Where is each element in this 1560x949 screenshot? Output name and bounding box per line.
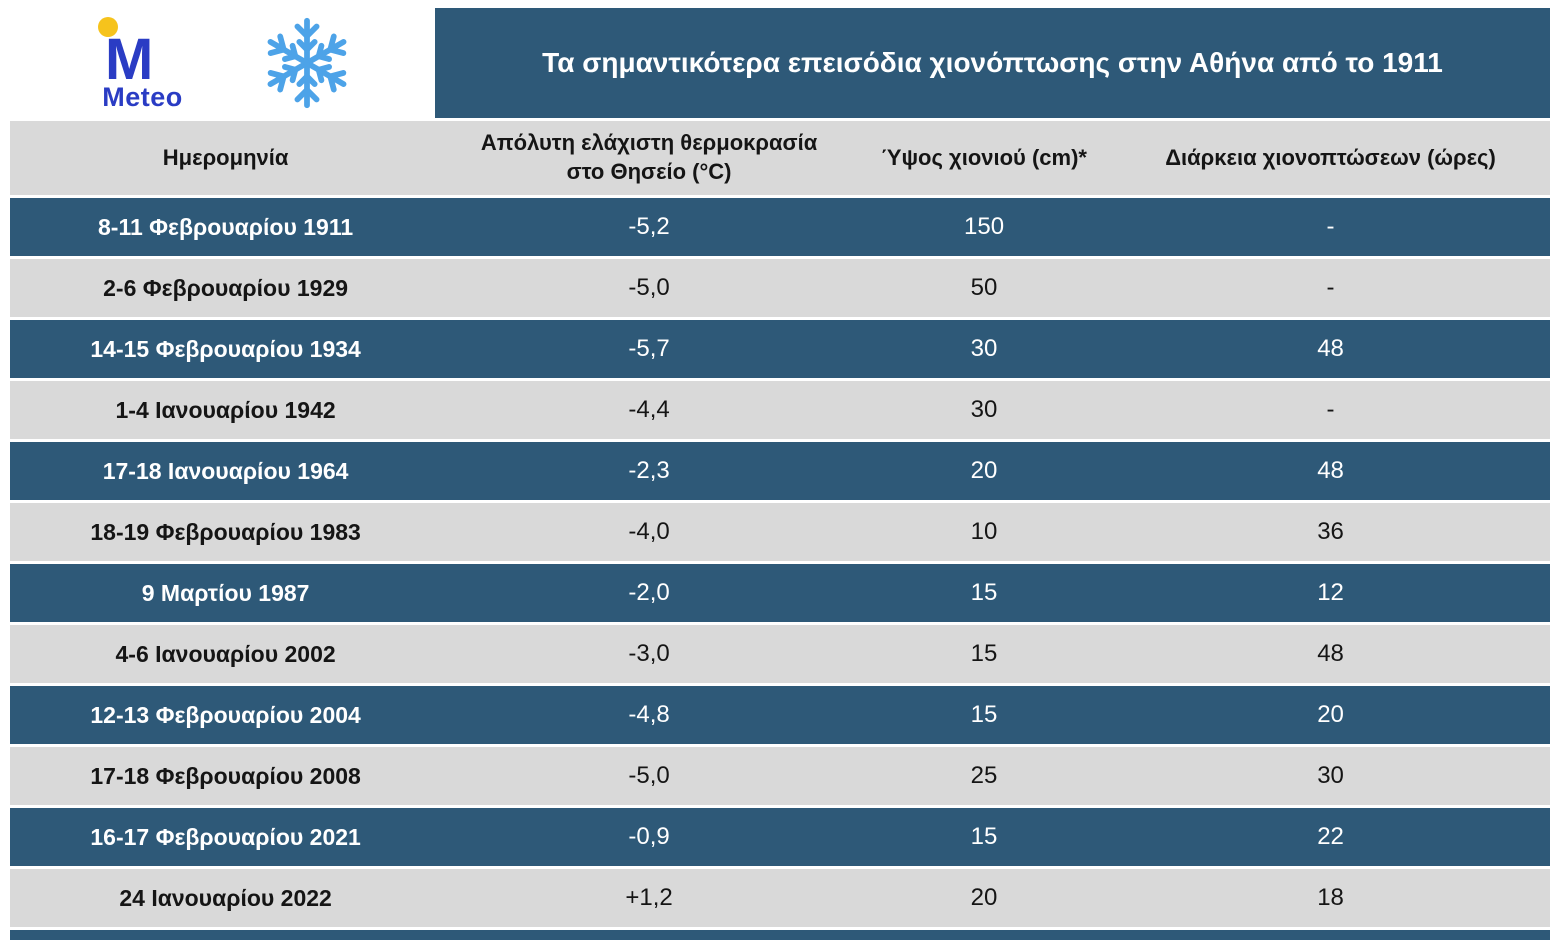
table-row: 17-18 Ιανουαρίου 1964 -2,3 20 48 bbox=[10, 442, 1550, 500]
date-cell: 17-18 Φεβρουαρίου 2008 bbox=[90, 762, 361, 789]
title-bar: Τα σημαντικότερα επεισόδια χιονόπτωσης σ… bbox=[435, 8, 1550, 118]
snow-cell: 50 bbox=[970, 274, 998, 301]
duration-cell: 48 bbox=[1317, 335, 1344, 362]
duration-cell: 48 bbox=[1317, 640, 1344, 667]
snow-cell: 25 bbox=[970, 762, 998, 789]
date-cell: 1-4 Ιανουαρίου 1942 bbox=[115, 396, 336, 423]
duration-cell: 48 bbox=[1317, 457, 1344, 484]
date-cell: 16-17 Φεβρουαρίου 2021 bbox=[90, 823, 361, 850]
meteo-logo: M Meteo bbox=[91, 16, 195, 111]
duration-cell: 18 bbox=[1317, 884, 1344, 911]
date-cell: 4-6 Ιανουαρίου 2002 bbox=[115, 640, 336, 667]
duration-cell: 30 bbox=[1317, 762, 1344, 789]
table-row: 24 Ιανουαρίου 2022 +1,2 20 18 bbox=[10, 869, 1550, 927]
column-header-snow-height: Ύψος χιονιού (cm)* bbox=[856, 121, 1112, 195]
table-row: 16-17 Φεβρουαρίου 2021 -0,9 15 22 bbox=[10, 808, 1550, 866]
table-row: 4-6 Ιανουαρίου 2002 -3,0 15 48 bbox=[10, 625, 1550, 683]
date-cell: 12-13 Φεβρουαρίου 2004 bbox=[90, 701, 361, 728]
table-row: 14-15 Φεβρουαρίου 1934 -5,7 30 48 bbox=[10, 320, 1550, 378]
column-header-min-temp: Απόλυτη ελάχιστη θερμοκρασία στο Θησείο … bbox=[441, 121, 857, 195]
snow-cell: 15 bbox=[970, 701, 998, 728]
temp-cell: -5,0 bbox=[628, 274, 670, 301]
top-header: M Meteo bbox=[10, 8, 1550, 118]
temp-cell: -4,4 bbox=[628, 396, 670, 423]
temp-cell: -5,2 bbox=[628, 213, 670, 240]
date-cell: 2-6 Φεβρουαρίου 1929 bbox=[103, 274, 349, 301]
logo-brand-text: Meteo bbox=[102, 81, 183, 112]
duration-cell: 12 bbox=[1317, 579, 1344, 606]
date-cell: 9 Μαρτίου 1987 bbox=[141, 579, 310, 606]
logo-yellow-dot bbox=[97, 16, 118, 37]
temp-cell: -3,0 bbox=[628, 640, 670, 667]
temp-cell: -4,0 bbox=[628, 518, 670, 545]
table-row: 18-19 Φεβρουαρίου 1983 -4,0 10 36 bbox=[10, 503, 1550, 561]
bottom-accent-strip bbox=[10, 930, 1550, 940]
snow-cell: 10 bbox=[970, 518, 998, 545]
duration-cell: - bbox=[1326, 274, 1335, 301]
duration-cell: - bbox=[1326, 213, 1335, 240]
table-row: 12-13 Φεβρουαρίου 2004 -4,8 15 20 bbox=[10, 686, 1550, 744]
table-row: 17-18 Φεβρουαρίου 2008 -5,0 25 30 bbox=[10, 747, 1550, 805]
snow-cell: 15 bbox=[970, 579, 998, 606]
temp-cell: -0,9 bbox=[628, 823, 670, 850]
date-cell: 8-11 Φεβρουαρίου 1911 bbox=[98, 213, 354, 240]
table-header-row: Ημερομηνία Απόλυτη ελάχιστη θερμοκρασία … bbox=[10, 121, 1550, 195]
table-row: 8-11 Φεβρουαρίου 1911 -5,2 150 - bbox=[10, 198, 1550, 256]
column-header-duration: Διάρκεια χιονοπτώσεων (ώρες) bbox=[1111, 121, 1550, 195]
duration-cell: 36 bbox=[1317, 518, 1344, 545]
snow-cell: 20 bbox=[970, 457, 998, 484]
table-row: 9 Μαρτίου 1987 -2,0 15 12 bbox=[10, 564, 1550, 622]
date-cell: 24 Ιανουαρίου 2022 bbox=[119, 884, 332, 911]
table-row: 2-6 Φεβρουαρίου 1929 -5,0 50 - bbox=[10, 259, 1550, 317]
temp-cell: -5,7 bbox=[628, 335, 670, 362]
temp-cell: -2,3 bbox=[628, 457, 670, 484]
snowfall-table: Ημερομηνία Απόλυτη ελάχιστη θερμοκρασία … bbox=[10, 118, 1550, 930]
date-cell: 17-18 Ιανουαρίου 1964 bbox=[102, 457, 349, 484]
snow-cell: 15 bbox=[970, 823, 998, 850]
snowflake-icon bbox=[259, 15, 355, 111]
snow-cell: 150 bbox=[964, 213, 1005, 240]
meteo-m-icon: M bbox=[97, 16, 153, 82]
date-cell: 14-15 Φεβρουαρίου 1934 bbox=[90, 335, 361, 362]
temp-cell: -5,0 bbox=[628, 762, 670, 789]
temp-cell: +1,2 bbox=[625, 884, 673, 911]
temp-cell: -4,8 bbox=[628, 701, 670, 728]
duration-cell: 22 bbox=[1317, 823, 1344, 850]
snow-cell: 20 bbox=[970, 884, 998, 911]
column-header-date: Ημερομηνία bbox=[10, 121, 442, 195]
table-row: 1-4 Ιανουαρίου 1942 -4,4 30 - bbox=[10, 381, 1550, 439]
temp-cell: -2,0 bbox=[628, 579, 670, 606]
date-cell: 18-19 Φεβρουαρίου 1983 bbox=[90, 518, 361, 545]
duration-cell: 20 bbox=[1317, 701, 1344, 728]
snow-cell: 30 bbox=[970, 335, 998, 362]
duration-cell: - bbox=[1326, 396, 1335, 423]
snow-cell: 30 bbox=[970, 396, 998, 423]
logo-m-letter: M bbox=[105, 27, 153, 82]
logo-area: M Meteo bbox=[10, 8, 435, 118]
page-title: Τα σημαντικότερα επεισόδια χιονόπτωσης σ… bbox=[542, 47, 1443, 78]
snow-cell: 15 bbox=[970, 640, 998, 667]
